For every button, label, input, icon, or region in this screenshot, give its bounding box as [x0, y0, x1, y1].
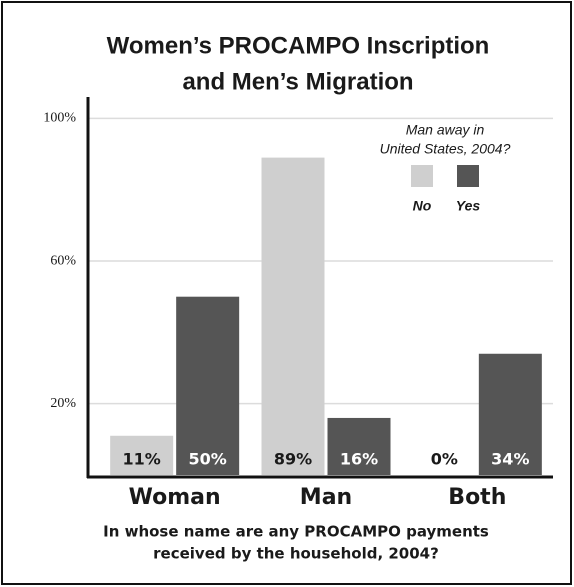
legend-swatch [457, 165, 479, 187]
legend-swatch [411, 165, 433, 187]
legend-title: United States, 2004? [380, 141, 511, 157]
x-axis-label: In whose name are any PROCAMPO payments [103, 523, 489, 541]
value-label: 34% [491, 450, 529, 469]
legend-label: Yes [456, 198, 481, 214]
bar [478, 353, 542, 475]
x-axis-label: received by the household, 2004? [153, 545, 439, 563]
x-tick-label: Both [448, 485, 506, 510]
value-label: 11% [123, 450, 161, 469]
legend-label: No [413, 198, 432, 214]
bar [176, 296, 240, 475]
value-label: 16% [340, 450, 378, 469]
chart-title: and Men’s Migration [182, 68, 413, 95]
bar [261, 157, 325, 476]
legend-title: Man away in [406, 122, 485, 138]
y-tick-label: 20% [50, 396, 76, 411]
value-label: 0% [431, 450, 458, 469]
value-label: 50% [189, 450, 227, 469]
bar [110, 435, 174, 475]
x-tick-label: Man [300, 485, 352, 510]
bar [327, 417, 391, 475]
value-label: 89% [274, 450, 312, 469]
chart-title: Women’s PROCAMPO Inscription [107, 32, 490, 59]
x-tick-label: Woman [129, 485, 221, 510]
y-tick-label: 60% [50, 253, 76, 268]
y-tick-label: 100% [43, 111, 76, 126]
